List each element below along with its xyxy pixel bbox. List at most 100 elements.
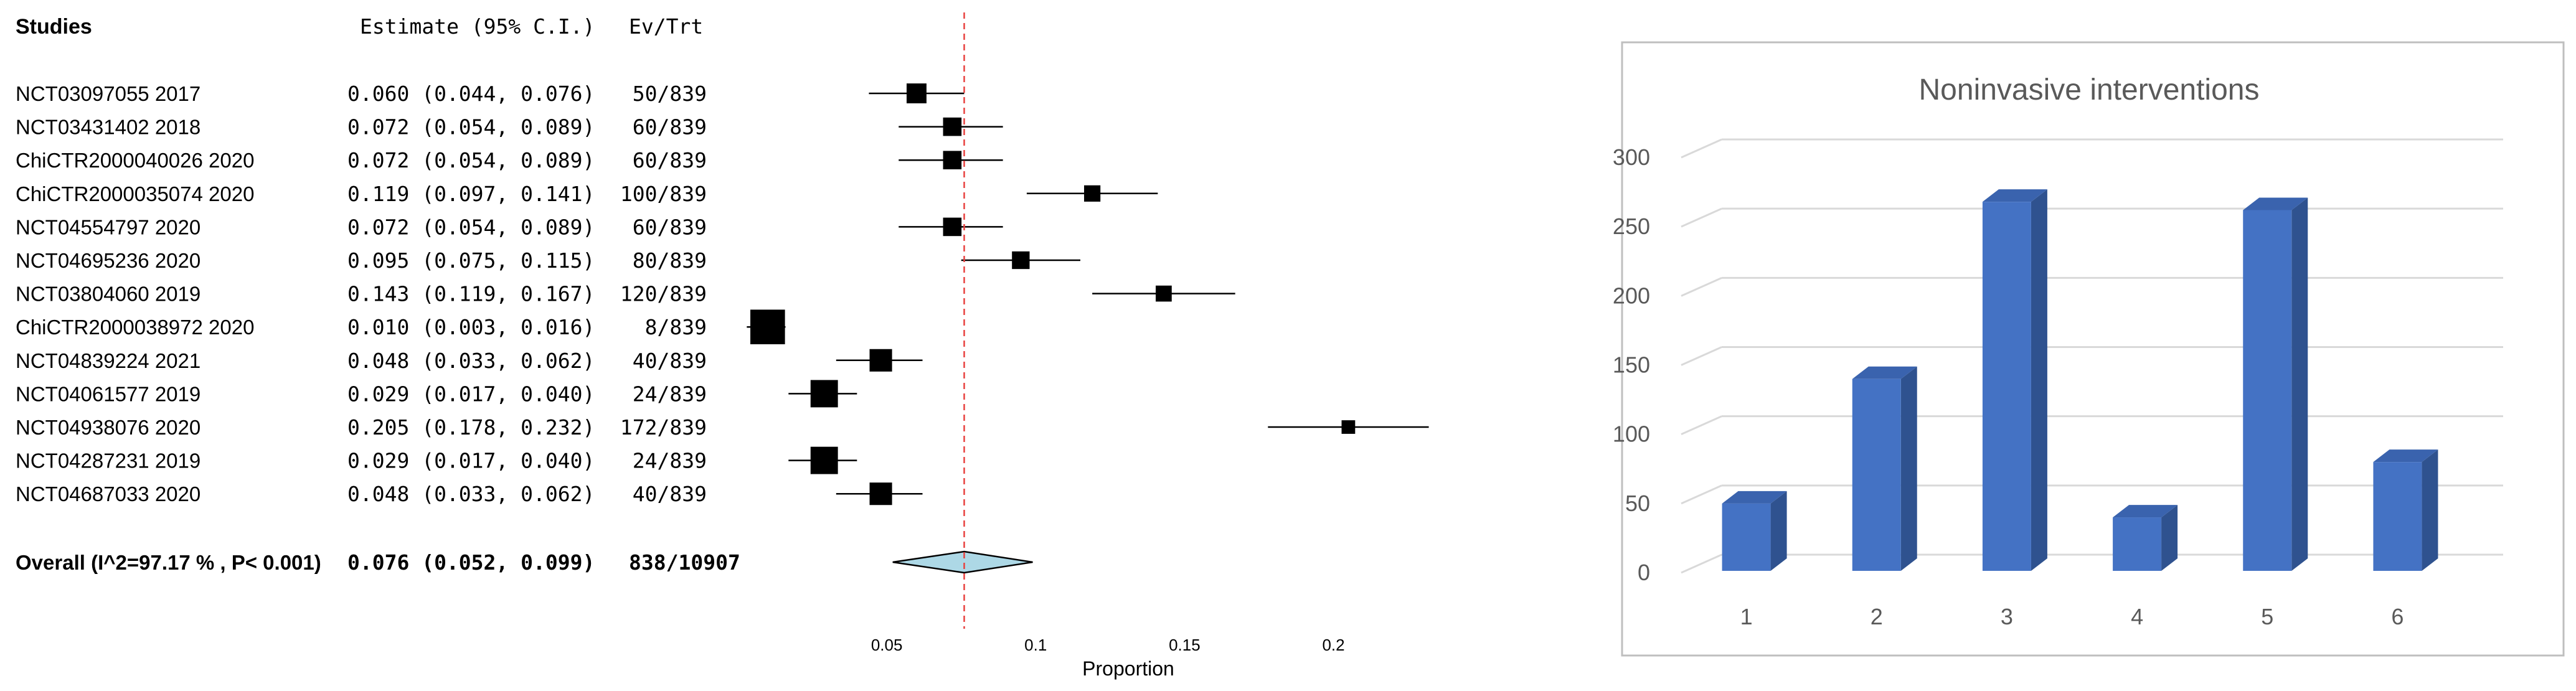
study-marker [943, 151, 962, 169]
forest-x-tick-label: 0.15 [1169, 636, 1201, 654]
study-name: ChiCTR2000038972 2020 [16, 316, 254, 339]
overall-events: 838/10907 [629, 550, 740, 575]
y-tick-label: 50 [1625, 491, 1650, 516]
gridline-connector [1681, 346, 1722, 366]
gridline-connector [1681, 138, 1722, 159]
bar [2243, 210, 2292, 571]
x-tick-label: 5 [2261, 604, 2273, 629]
study-events: 120/839 [620, 282, 707, 306]
study-name: NCT04061577 2019 [16, 382, 201, 405]
y-tick-label: 150 [1613, 352, 1650, 378]
study-name: NCT04287231 2019 [16, 449, 201, 472]
study-marker [810, 380, 838, 408]
bar [1722, 503, 1771, 571]
bar-top [1722, 491, 1787, 504]
study-estimate: 0.060 (0.044, 0.076) [347, 82, 595, 106]
study-marker [1084, 185, 1101, 202]
study-name: ChiCTR2000035074 2020 [16, 182, 254, 205]
forest-plot: Studies Estimate (95% C.I.) Ev/Trt NCT03… [16, 12, 1429, 680]
gridline-connector [1681, 276, 1722, 297]
gridline-connector [1681, 484, 1722, 505]
study-name: ChiCTR2000040026 2020 [16, 149, 254, 172]
study-marker [943, 217, 962, 237]
study-estimate: 0.029 (0.017, 0.040) [347, 382, 595, 406]
study-name: NCT03097055 2017 [16, 82, 201, 105]
study-events: 24/839 [633, 382, 707, 406]
study-events: 24/839 [633, 449, 707, 473]
study-marker [1156, 285, 1172, 302]
study-name: NCT04687033 2020 [16, 482, 201, 505]
study-marker [1341, 420, 1356, 434]
study-marker [750, 309, 785, 344]
study-marker [943, 117, 962, 136]
bar [2373, 462, 2422, 571]
study-estimate: 0.119 (0.097, 0.141) [347, 182, 595, 206]
bar [2113, 517, 2162, 571]
y-tick-label: 100 [1613, 421, 1650, 447]
forest-x-axis-label: Proportion [1082, 657, 1174, 680]
study-name: NCT04695236 2020 [16, 249, 201, 272]
bar-side [1900, 366, 1917, 571]
study-name: NCT03804060 2019 [16, 283, 201, 306]
study-estimate: 0.029 (0.017, 0.040) [347, 449, 595, 473]
gridline-connector [1681, 553, 1722, 574]
x-tick-label: 3 [2001, 604, 2013, 629]
study-events: 8/839 [645, 315, 707, 339]
events-header: Ev/Trt [629, 14, 703, 39]
studies-header: Studies [16, 15, 92, 39]
study-estimate: 0.048 (0.033, 0.062) [347, 349, 595, 373]
study-events: 50/839 [633, 82, 707, 106]
forest-x-tick-label: 0.05 [871, 636, 903, 654]
study-estimate: 0.048 (0.033, 0.062) [347, 482, 595, 506]
study-marker [810, 446, 838, 474]
study-name: NCT04839224 2021 [16, 349, 201, 372]
bar-side [2031, 189, 2047, 571]
study-estimate: 0.010 (0.003, 0.016) [347, 315, 595, 339]
study-name: NCT04554797 2020 [16, 215, 201, 238]
study-marker [869, 482, 892, 505]
y-tick-label: 0 [1638, 560, 1650, 585]
bar-chart: Noninvasive interventions 05010015020025… [1613, 41, 2565, 657]
study-events: 80/839 [633, 248, 707, 273]
x-tick-label: 4 [2131, 604, 2143, 629]
forest-x-tick-label: 0.1 [1024, 636, 1047, 654]
gridline-connector [1681, 207, 1722, 228]
study-events: 40/839 [633, 482, 707, 506]
study-name: NCT04938076 2020 [16, 416, 201, 439]
bar-top [1982, 189, 2047, 202]
x-tick-label: 2 [1871, 604, 1883, 629]
study-estimate: 0.095 (0.075, 0.115) [347, 248, 595, 273]
y-tick-label: 200 [1613, 283, 1650, 308]
x-tick-label: 1 [1740, 604, 1753, 629]
y-tick-label: 300 [1613, 144, 1650, 170]
overall-estimate: 0.076 (0.052, 0.099) [347, 550, 595, 575]
study-marker [1012, 251, 1030, 270]
estimate-header: Estimate (95% C.I.) [360, 14, 595, 39]
study-estimate: 0.072 (0.054, 0.089) [347, 115, 595, 139]
bar-side [2161, 505, 2178, 571]
overall-label: Overall (I^2=97.17 % , P< 0.001) [16, 551, 321, 574]
study-events: 100/839 [620, 182, 707, 206]
overall-row: Overall (I^2=97.17 % , P< 0.001) 0.076 (… [16, 550, 740, 575]
bar-side [2291, 197, 2308, 571]
y-tick-label: 250 [1613, 214, 1650, 239]
overall-diamond [892, 550, 1033, 574]
study-estimate: 0.143 (0.119, 0.167) [347, 282, 595, 306]
forest-x-tick-label: 0.2 [1322, 636, 1344, 654]
study-events: 60/839 [633, 148, 707, 172]
study-estimate: 0.205 (0.178, 0.232) [347, 415, 595, 440]
study-events: 60/839 [633, 215, 707, 239]
gridline-connector [1681, 415, 1722, 436]
study-estimate: 0.072 (0.054, 0.089) [347, 148, 595, 172]
study-marker [906, 83, 927, 103]
bar-top [2113, 505, 2178, 518]
bar [1982, 202, 2031, 571]
study-events: 60/839 [633, 115, 707, 139]
bar-side [2422, 449, 2438, 571]
study-name: NCT03431402 2018 [16, 116, 201, 139]
bar [1852, 378, 1901, 571]
study-estimate: 0.072 (0.054, 0.089) [347, 215, 595, 239]
bar-top [1852, 366, 1917, 379]
bar-side [1770, 491, 1787, 571]
